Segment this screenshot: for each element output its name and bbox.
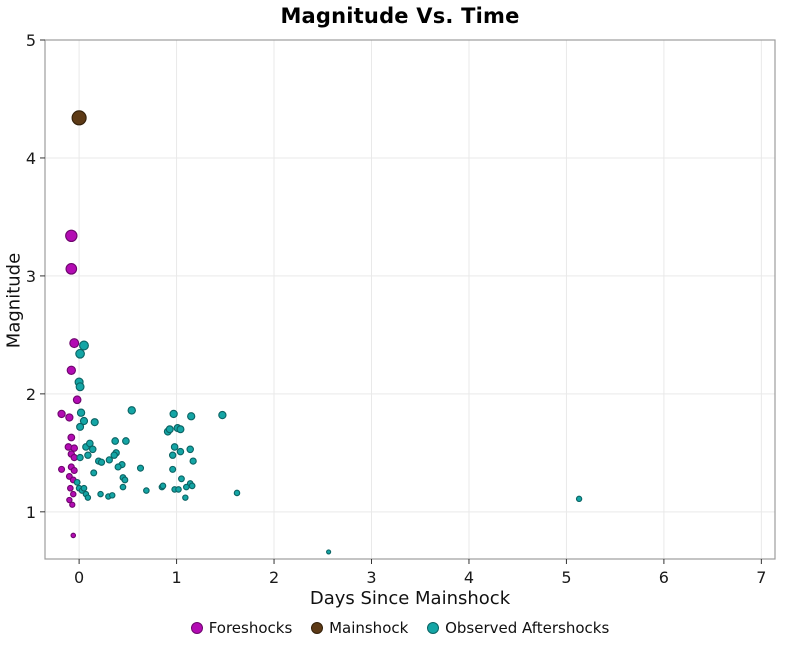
plot-canvas: 0 1 2 3 4 5 6 7 1 2 3 4 5: [26, 31, 776, 587]
x-axis-label: Days Since Mainshock: [309, 588, 511, 609]
foreshocks-marker-icon: [190, 622, 203, 634]
data-point: [69, 501, 76, 508]
data-point: [58, 465, 66, 473]
svg-text:2: 2: [26, 385, 36, 404]
data-point: [326, 549, 332, 555]
data-point: [97, 458, 106, 466]
svg-text:1: 1: [26, 503, 36, 522]
data-point: [186, 445, 194, 454]
data-point: [70, 532, 77, 539]
data-point: [69, 338, 80, 349]
data-point: [80, 484, 88, 492]
data-point: [75, 348, 85, 359]
data-point: [169, 409, 178, 419]
legend: Foreshocks Mainshock Observed Aftershock…: [0, 619, 800, 638]
data-point: [165, 425, 174, 434]
data-point: [187, 412, 196, 421]
data-point: [233, 489, 241, 497]
data-point: [70, 444, 79, 452]
data-point: [159, 482, 167, 490]
data-point: [76, 422, 85, 431]
data-point: [57, 409, 66, 419]
legend-label-foreshocks: Foreshocks: [208, 619, 293, 637]
data-point: [119, 483, 127, 491]
data-point: [97, 490, 104, 498]
y-axis-label: Magnitude: [3, 252, 25, 349]
data-point: [84, 494, 92, 501]
data-point: [110, 451, 118, 459]
svg-text:2: 2: [269, 568, 279, 587]
data-point: [76, 408, 86, 417]
svg-text:3: 3: [26, 267, 36, 286]
data-point: [189, 457, 197, 465]
data-point: [79, 416, 89, 426]
data-point: [127, 406, 136, 415]
data-point: [105, 456, 113, 464]
data-point: [66, 365, 76, 375]
data-point: [67, 433, 76, 442]
data-point: [111, 437, 120, 445]
data-point: [114, 463, 122, 471]
data-point: [65, 263, 78, 275]
data-point: [176, 447, 185, 456]
data-point: [122, 437, 130, 445]
svg-text:3: 3: [366, 568, 376, 587]
data-point: [176, 425, 185, 434]
data-point: [73, 478, 81, 486]
data-point: [65, 413, 74, 422]
legend-item-mainshock: Mainshock: [311, 619, 408, 637]
data-point: [182, 494, 189, 501]
svg-text:4: 4: [464, 568, 474, 587]
data-point: [70, 490, 77, 498]
svg-text:4: 4: [26, 149, 36, 168]
svg-text:0: 0: [74, 568, 84, 587]
legend-item-aftershocks: Observed Aftershocks: [427, 619, 609, 637]
data-point: [65, 229, 78, 243]
data-point: [121, 476, 129, 484]
legend-item-foreshocks: Foreshocks: [190, 619, 293, 637]
svg-text:7: 7: [756, 568, 766, 587]
data-point: [66, 496, 73, 504]
svg-text:6: 6: [659, 568, 669, 587]
data-point: [84, 451, 92, 459]
data-point: [143, 487, 150, 494]
data-point: [175, 486, 182, 493]
data-point: [109, 492, 116, 499]
data-point: [88, 445, 97, 454]
data-point: [70, 467, 78, 475]
data-point: [170, 443, 179, 451]
mainshock-marker-icon: [311, 622, 324, 634]
data-point: [136, 464, 145, 472]
data-point: [188, 482, 196, 490]
data-point: [76, 453, 84, 462]
data-point: [90, 418, 99, 427]
data-point: [71, 110, 87, 126]
data-point: [72, 395, 82, 405]
data-point: [178, 475, 185, 483]
legend-label-mainshock: Mainshock: [329, 619, 409, 637]
data-point: [169, 465, 177, 473]
data-point: [218, 410, 227, 420]
svg-text:5: 5: [561, 568, 571, 587]
data-point: [75, 382, 85, 392]
svg-text:5: 5: [26, 31, 36, 50]
data-point: [90, 469, 98, 477]
data-point: [67, 484, 74, 492]
data-point: [168, 451, 177, 459]
data-point: [575, 495, 583, 503]
data-point: [86, 439, 94, 448]
data-point: [79, 340, 89, 351]
svg-text:1: 1: [171, 568, 181, 587]
aftershocks-marker-icon: [427, 622, 440, 634]
chart-title: Magnitude Vs. Time: [280, 4, 520, 28]
legend-label-aftershocks: Observed Aftershocks: [445, 619, 610, 637]
data-point: [182, 483, 190, 491]
